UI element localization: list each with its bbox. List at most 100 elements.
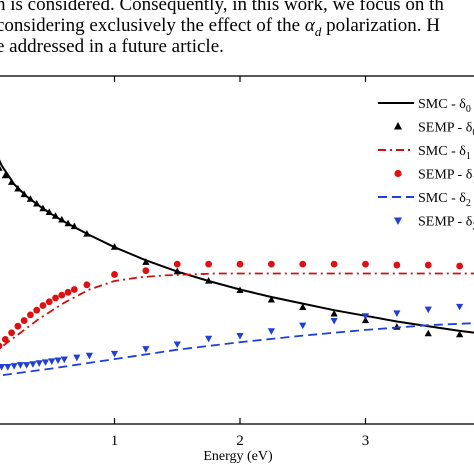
- x-tick-label: 2: [236, 433, 244, 449]
- x-axis-label: Energy (eV): [203, 449, 273, 464]
- data-point: [14, 322, 22, 330]
- alpha-subscript: d: [314, 23, 322, 39]
- data-point: [70, 286, 78, 293]
- data-point: [267, 260, 275, 268]
- data-point: [330, 309, 338, 317]
- data-point: [0, 364, 6, 371]
- data-point: [64, 288, 72, 296]
- data-point: [0, 342, 3, 350]
- data-point: [236, 260, 244, 268]
- data-point: [299, 260, 307, 268]
- caption-line: considering exclusively the effect of th…: [0, 15, 440, 43]
- data-point: [58, 215, 66, 223]
- data-point: [456, 303, 464, 311]
- data-point: [236, 286, 244, 294]
- data-point: [393, 323, 401, 330]
- data-point: [54, 357, 62, 365]
- data-point: [48, 358, 56, 365]
- series-line: [0, 159, 474, 334]
- data-point: [64, 219, 72, 227]
- data-point: [110, 243, 119, 250]
- data-point: [23, 362, 31, 369]
- data-point: [1, 335, 9, 343]
- data-point: [205, 260, 213, 268]
- caption-line: h is considered. Consequently, in this w…: [0, 0, 444, 15]
- data-point: [26, 195, 35, 202]
- data-point: [1, 171, 9, 179]
- legend-marker: [394, 217, 402, 225]
- legend: SMC - δ0 SEMP - δ0 SMC - δ1 SEMP - δ1 SMC - …: [378, 97, 474, 233]
- series-line: [0, 322, 474, 377]
- data-point: [236, 332, 244, 340]
- data-point: [33, 306, 41, 314]
- data-point: [45, 208, 53, 215]
- legend-label: SMC - δ1: [418, 144, 471, 162]
- data-point: [267, 328, 275, 335]
- data-point: [362, 260, 369, 268]
- data-point: [142, 258, 150, 265]
- data-point: [85, 352, 93, 360]
- data-point: [361, 313, 370, 320]
- data-point: [73, 354, 81, 362]
- data-point: [361, 316, 370, 324]
- data-point: [299, 303, 307, 310]
- data-point: [424, 261, 432, 269]
- data-point: [27, 311, 34, 319]
- data-point: [10, 363, 18, 370]
- legend-marker: [394, 169, 402, 178]
- data-point: [299, 322, 307, 330]
- x-tick-label: 3: [362, 433, 370, 449]
- x-ticks: 1 2 3: [111, 76, 370, 449]
- data-point: [83, 281, 91, 289]
- legend-label: SMC - δ2: [418, 191, 471, 209]
- data-point: [45, 298, 53, 306]
- data-point: [111, 271, 118, 278]
- data-point: [173, 267, 181, 275]
- data-point: [20, 190, 28, 198]
- caption-line-text: considering exclusively the effect of th…: [0, 15, 305, 36]
- data-point: [39, 302, 47, 309]
- data-point: [70, 222, 78, 230]
- data-point: [4, 364, 12, 371]
- legend-label: SMC - δ0: [418, 97, 471, 115]
- data-point: [39, 204, 47, 212]
- data-point: [0, 165, 3, 171]
- legend-label: SEMP - δ2: [418, 215, 474, 233]
- data-point: [60, 356, 68, 364]
- legend-label: SEMP - δ1: [418, 168, 474, 186]
- data-point: [20, 317, 28, 324]
- data-point: [330, 260, 338, 268]
- data-point: [173, 260, 181, 268]
- data-point: [330, 317, 338, 325]
- data-point: [8, 329, 15, 337]
- data-point: [424, 329, 432, 337]
- data-point: [51, 212, 60, 219]
- data-point: [41, 359, 50, 366]
- data-point: [52, 294, 59, 302]
- data-point: [14, 184, 22, 192]
- plot-frame: [0, 75, 474, 425]
- data-point: [33, 199, 41, 207]
- data-point: [205, 277, 213, 284]
- data-point: [205, 335, 213, 343]
- caption-line-text: polarization. H: [321, 15, 441, 36]
- legend-marker: [394, 122, 402, 130]
- alpha-symbol: α: [304, 15, 315, 36]
- data-point: [29, 361, 37, 368]
- data-point: [83, 230, 91, 237]
- legend-label: SEMP - δ0: [418, 121, 474, 139]
- data-point: [456, 330, 464, 338]
- data-point: [7, 178, 16, 185]
- data-point: [393, 261, 401, 269]
- data-point: [173, 341, 181, 349]
- data-point: [142, 267, 150, 275]
- x-tick-label: 1: [111, 433, 119, 449]
- data-point: [456, 262, 464, 270]
- data-point: [58, 291, 66, 299]
- data-point: [267, 295, 275, 303]
- data-point: [142, 346, 150, 353]
- series-group: [0, 159, 474, 377]
- data-point: [35, 360, 43, 367]
- data-point: [424, 306, 432, 314]
